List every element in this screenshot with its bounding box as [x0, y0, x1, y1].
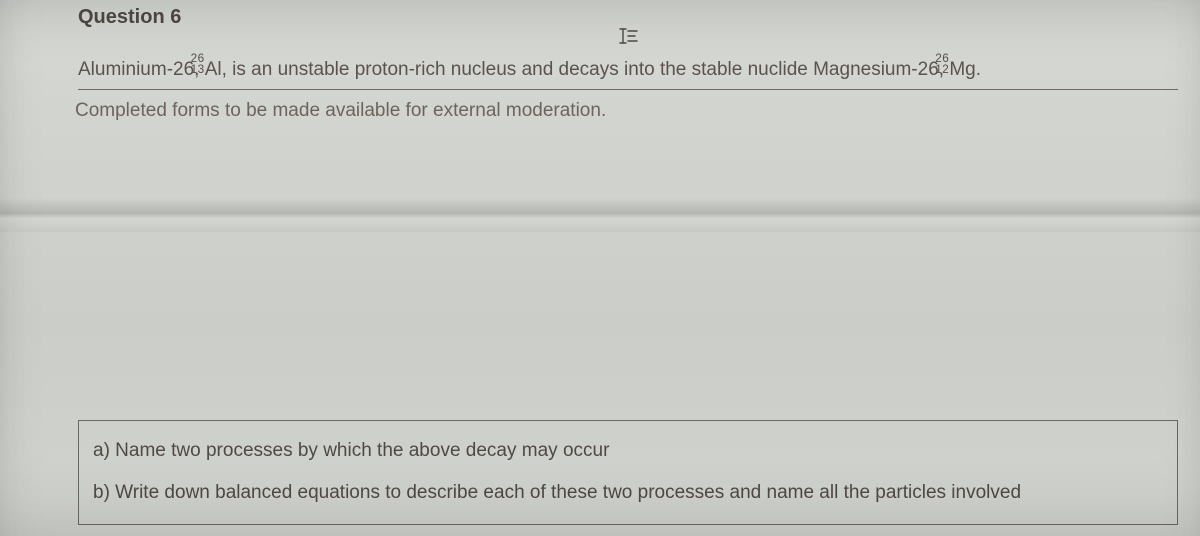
- statement-prefix: Aluminium-26,: [78, 59, 205, 80]
- part-b: b) Write down balanced equations to desc…: [93, 479, 1163, 507]
- question-statement: Aluminium-26, 2613Al, is an unstable pro…: [78, 57, 1178, 90]
- part-a: a) Name two processes by which the above…: [93, 437, 1163, 465]
- nuclide-al: 2613Al: [205, 57, 222, 76]
- question-header-block: Question 6 Aluminium: [78, 6, 1178, 122]
- sub-questions-box: a) Name two processes by which the above…: [78, 420, 1178, 525]
- nuclide-mg-atomic: 12: [935, 62, 949, 78]
- statement-mid: , is an unstable proton-rich nucleus and…: [222, 59, 950, 80]
- nuclide-mg: 2612Mg: [949, 57, 975, 76]
- nuclide-al-atomic: 13: [191, 62, 205, 78]
- page-fold-seam: [0, 198, 1200, 232]
- text-cursor-icon: [617, 25, 639, 47]
- nuclide-al-symbol: Al: [205, 59, 222, 80]
- statement-edit-region[interactable]: Aluminium-26, 2613Al, is an unstable pro…: [78, 57, 1178, 90]
- nuclide-mg-symbol: Mg: [949, 59, 975, 80]
- statement-suffix: .: [976, 59, 981, 80]
- moderation-note: Completed forms to be made available for…: [75, 100, 1178, 122]
- page-root: Question 6 Aluminium: [0, 0, 1200, 536]
